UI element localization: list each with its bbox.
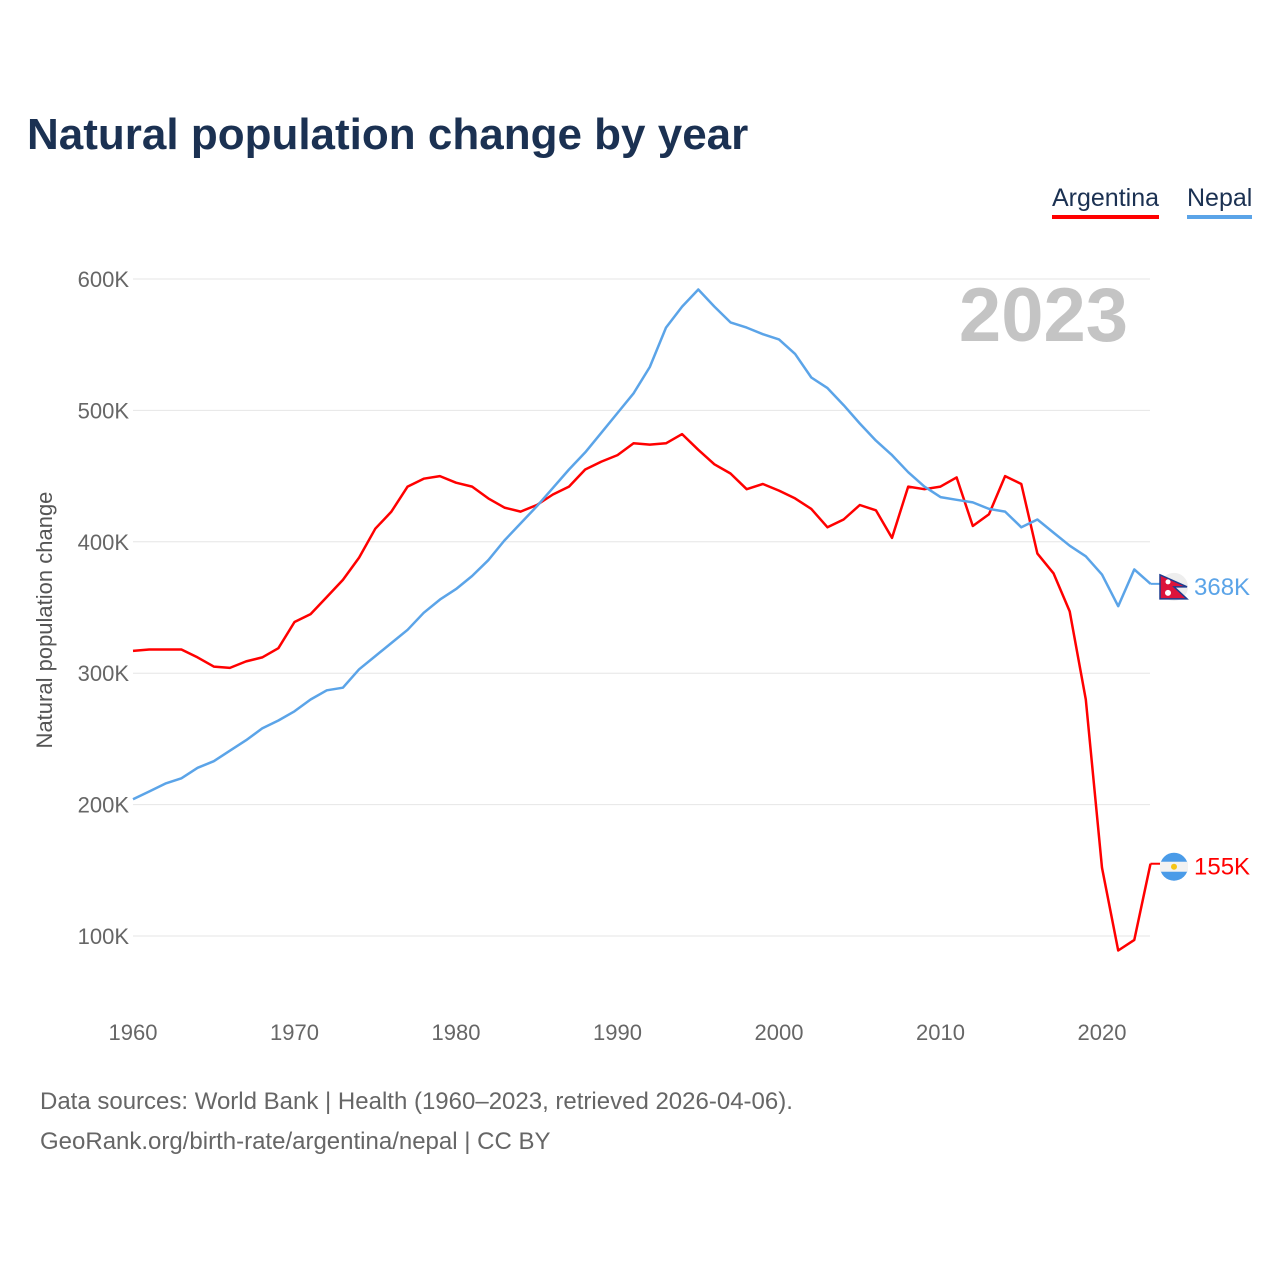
source-line-2[interactable]: GeoRank.org/birth-rate/argentina/nepal |… <box>40 1128 551 1155</box>
y-tick-label: 100K <box>78 924 130 949</box>
x-tick-label: 1970 <box>270 1020 319 1045</box>
end-value-label-nepal: 368K <box>1194 574 1250 601</box>
y-tick-label: 600K <box>78 267 130 292</box>
end-value-label-argentina: 155K <box>1194 854 1250 881</box>
x-tick-label: 2010 <box>916 1020 965 1045</box>
series-line-nepal <box>132 288 1152 801</box>
y-tick-label: 400K <box>78 530 130 555</box>
series-line-argentina <box>132 432 1152 952</box>
argentina-flag-icon <box>1160 852 1188 881</box>
year-watermark: 2023 <box>959 273 1128 358</box>
x-tick-label: 1990 <box>593 1020 642 1045</box>
legend-nepal[interactable]: Nepal <box>1187 184 1253 219</box>
y-tick-label: 200K <box>78 793 130 818</box>
legend-argentina[interactable]: Argentina <box>1052 184 1160 219</box>
x-tick-label: 2000 <box>755 1020 804 1045</box>
y-tick-label: 300K <box>78 661 130 686</box>
nepal-flag-icon <box>1159 572 1189 601</box>
x-tick-label: 1960 <box>109 1020 158 1045</box>
x-tick-label: 2020 <box>1078 1020 1127 1045</box>
chart-title: Natural population change by year <box>27 110 749 159</box>
x-tick-label: 1980 <box>432 1020 481 1045</box>
y-tick-label: 500K <box>78 398 130 423</box>
source-line-1: Data sources: World Bank | Health (1960–… <box>40 1088 793 1115</box>
